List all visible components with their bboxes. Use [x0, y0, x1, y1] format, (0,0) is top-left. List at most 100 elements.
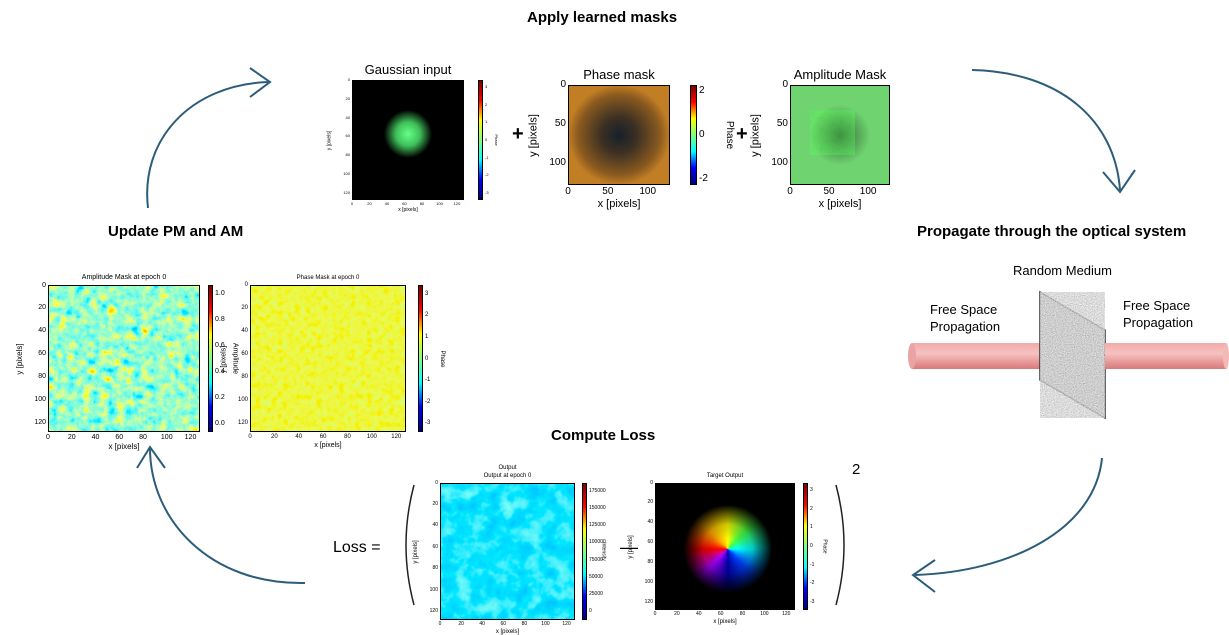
y-tick-label: 50 [536, 119, 566, 129]
optics-label: Free Space Propagation [1123, 298, 1213, 332]
x-tick-label: 120 [381, 434, 411, 440]
colorbar-tick-label: 150000 [589, 506, 606, 511]
colorbar-tick-label: 0 [425, 356, 428, 362]
colorbar-tick-label: -3 [425, 420, 430, 426]
arrow-curve [147, 82, 268, 208]
plot-frame [352, 80, 464, 200]
y-tick-label: 120 [16, 419, 46, 426]
y-tick-label: 60 [320, 134, 350, 138]
colorbar [208, 285, 213, 432]
beam-end [1223, 343, 1229, 369]
optics-label: Free Space Propagation [930, 302, 1020, 336]
y-tick-label: 0 [758, 80, 788, 90]
x-axis-label: x [pixels] [352, 208, 464, 213]
colorbar-tick-label: 1 [485, 120, 487, 124]
y-tick-label: 100 [218, 397, 248, 403]
colorbar-tick-label: 2 [699, 86, 705, 96]
colorbar-tick-label: 50000 [589, 575, 603, 580]
y-axis-label: y [pixels] [628, 517, 634, 577]
beam-right [1105, 343, 1227, 369]
x-tick-label: 0 [553, 187, 583, 197]
y-axis-label: y [pixels] [221, 329, 228, 389]
y-tick-label: 100 [16, 396, 46, 403]
colorbar-tick-label: 2 [485, 103, 487, 107]
y-tick-label: 120 [408, 609, 438, 614]
colorbar-tick-label: -1 [810, 563, 814, 568]
arrow-head [913, 560, 935, 592]
y-tick-label: 0 [218, 282, 248, 288]
colorbar-tick-label: -3 [485, 191, 489, 195]
heading: Update PM and AM [108, 224, 243, 239]
colorbar-label: Intensity [601, 532, 606, 572]
x-axis-label: x [pixels] [790, 199, 890, 210]
colorbar-label: Phase [494, 120, 498, 160]
y-tick-label: 120 [320, 191, 350, 195]
exponent: 2 [852, 462, 860, 477]
y-axis-label: y [pixels] [16, 329, 24, 389]
colorbar-label: Phase [724, 115, 734, 155]
y-tick-label: 0 [408, 481, 438, 486]
colorbar-tick-label: 2 [425, 312, 428, 318]
y-tick-label: 100 [320, 172, 350, 176]
colorbar-tick-label: -1 [425, 377, 430, 383]
colorbar-tick-label: -2 [699, 174, 708, 184]
y-tick-label: 0 [536, 80, 566, 90]
colorbar-tick-label: -2 [425, 399, 430, 405]
plus-sign: + [736, 124, 748, 144]
y-axis-label: y [pixels] [529, 106, 540, 166]
colorbar [582, 483, 587, 620]
y-tick-label: 120 [218, 420, 248, 426]
colorbar-tick-label: 1.0 [215, 290, 225, 297]
heading: Apply learned masks [527, 10, 677, 25]
plot-suptitle: Output [440, 465, 575, 471]
y-axis-label: y [pixels] [328, 111, 333, 171]
x-tick-label: 100 [853, 187, 883, 197]
plot-frame [250, 285, 406, 432]
plot-title: Target Output [655, 473, 795, 479]
colorbar [418, 285, 423, 432]
plot-frame [440, 483, 575, 620]
colorbar-tick-label: -2 [810, 581, 814, 586]
colorbar-tick-label: 125000 [589, 523, 606, 528]
x-axis-label: x [pixels] [568, 199, 670, 210]
colorbar-tick-label: -3 [810, 600, 814, 605]
y-tick-label: 0 [16, 282, 46, 289]
y-tick-label: 20 [320, 97, 350, 101]
plot-frame [568, 85, 670, 185]
x-axis-label: x [pixels] [440, 629, 575, 635]
colorbar-label: Amplitude [232, 339, 239, 379]
plot-frame [790, 85, 890, 185]
x-axis-label: x [pixels] [48, 443, 200, 451]
x-tick-label: 120 [176, 434, 206, 441]
y-tick-label: 0 [320, 78, 350, 82]
colorbar-tick-label: 1 [810, 525, 813, 530]
x-tick-label: 120 [552, 622, 582, 627]
y-tick-label: 20 [623, 500, 653, 505]
colorbar-tick-label: 1 [425, 334, 428, 340]
plot-title: Phase Mask at epoch 0 [250, 275, 406, 281]
y-tick-label: 100 [623, 580, 653, 585]
colorbar-tick-label: 3 [810, 488, 813, 493]
x-tick-label: 120 [771, 612, 801, 617]
colorbar-tick-label: 0.8 [215, 316, 225, 323]
colorbar [803, 483, 808, 610]
y-tick-label: 80 [320, 153, 350, 157]
y-tick-label: 0 [623, 481, 653, 486]
y-axis-label: y [pixels] [751, 106, 762, 166]
loss-label: Loss = [333, 540, 381, 556]
y-tick-label: 40 [320, 116, 350, 120]
colorbar-tick-label: 0 [589, 609, 592, 614]
colorbar [478, 80, 483, 200]
colorbar-tick-label: 25000 [589, 592, 603, 597]
y-tick-label: 50 [758, 119, 788, 129]
y-axis-label: y [pixels] [413, 522, 419, 582]
colorbar-tick-label: 0 [810, 544, 813, 549]
beam-end [908, 343, 916, 369]
arrow-curve [915, 458, 1102, 575]
y-tick-label: 100 [408, 588, 438, 593]
colorbar-tick-label: 0 [699, 130, 705, 140]
plot-title: Output at epoch 0 [440, 473, 575, 479]
colorbar-label: Phase [439, 339, 445, 379]
bracket-right [836, 485, 844, 605]
optics-label: Random Medium [1013, 264, 1112, 277]
